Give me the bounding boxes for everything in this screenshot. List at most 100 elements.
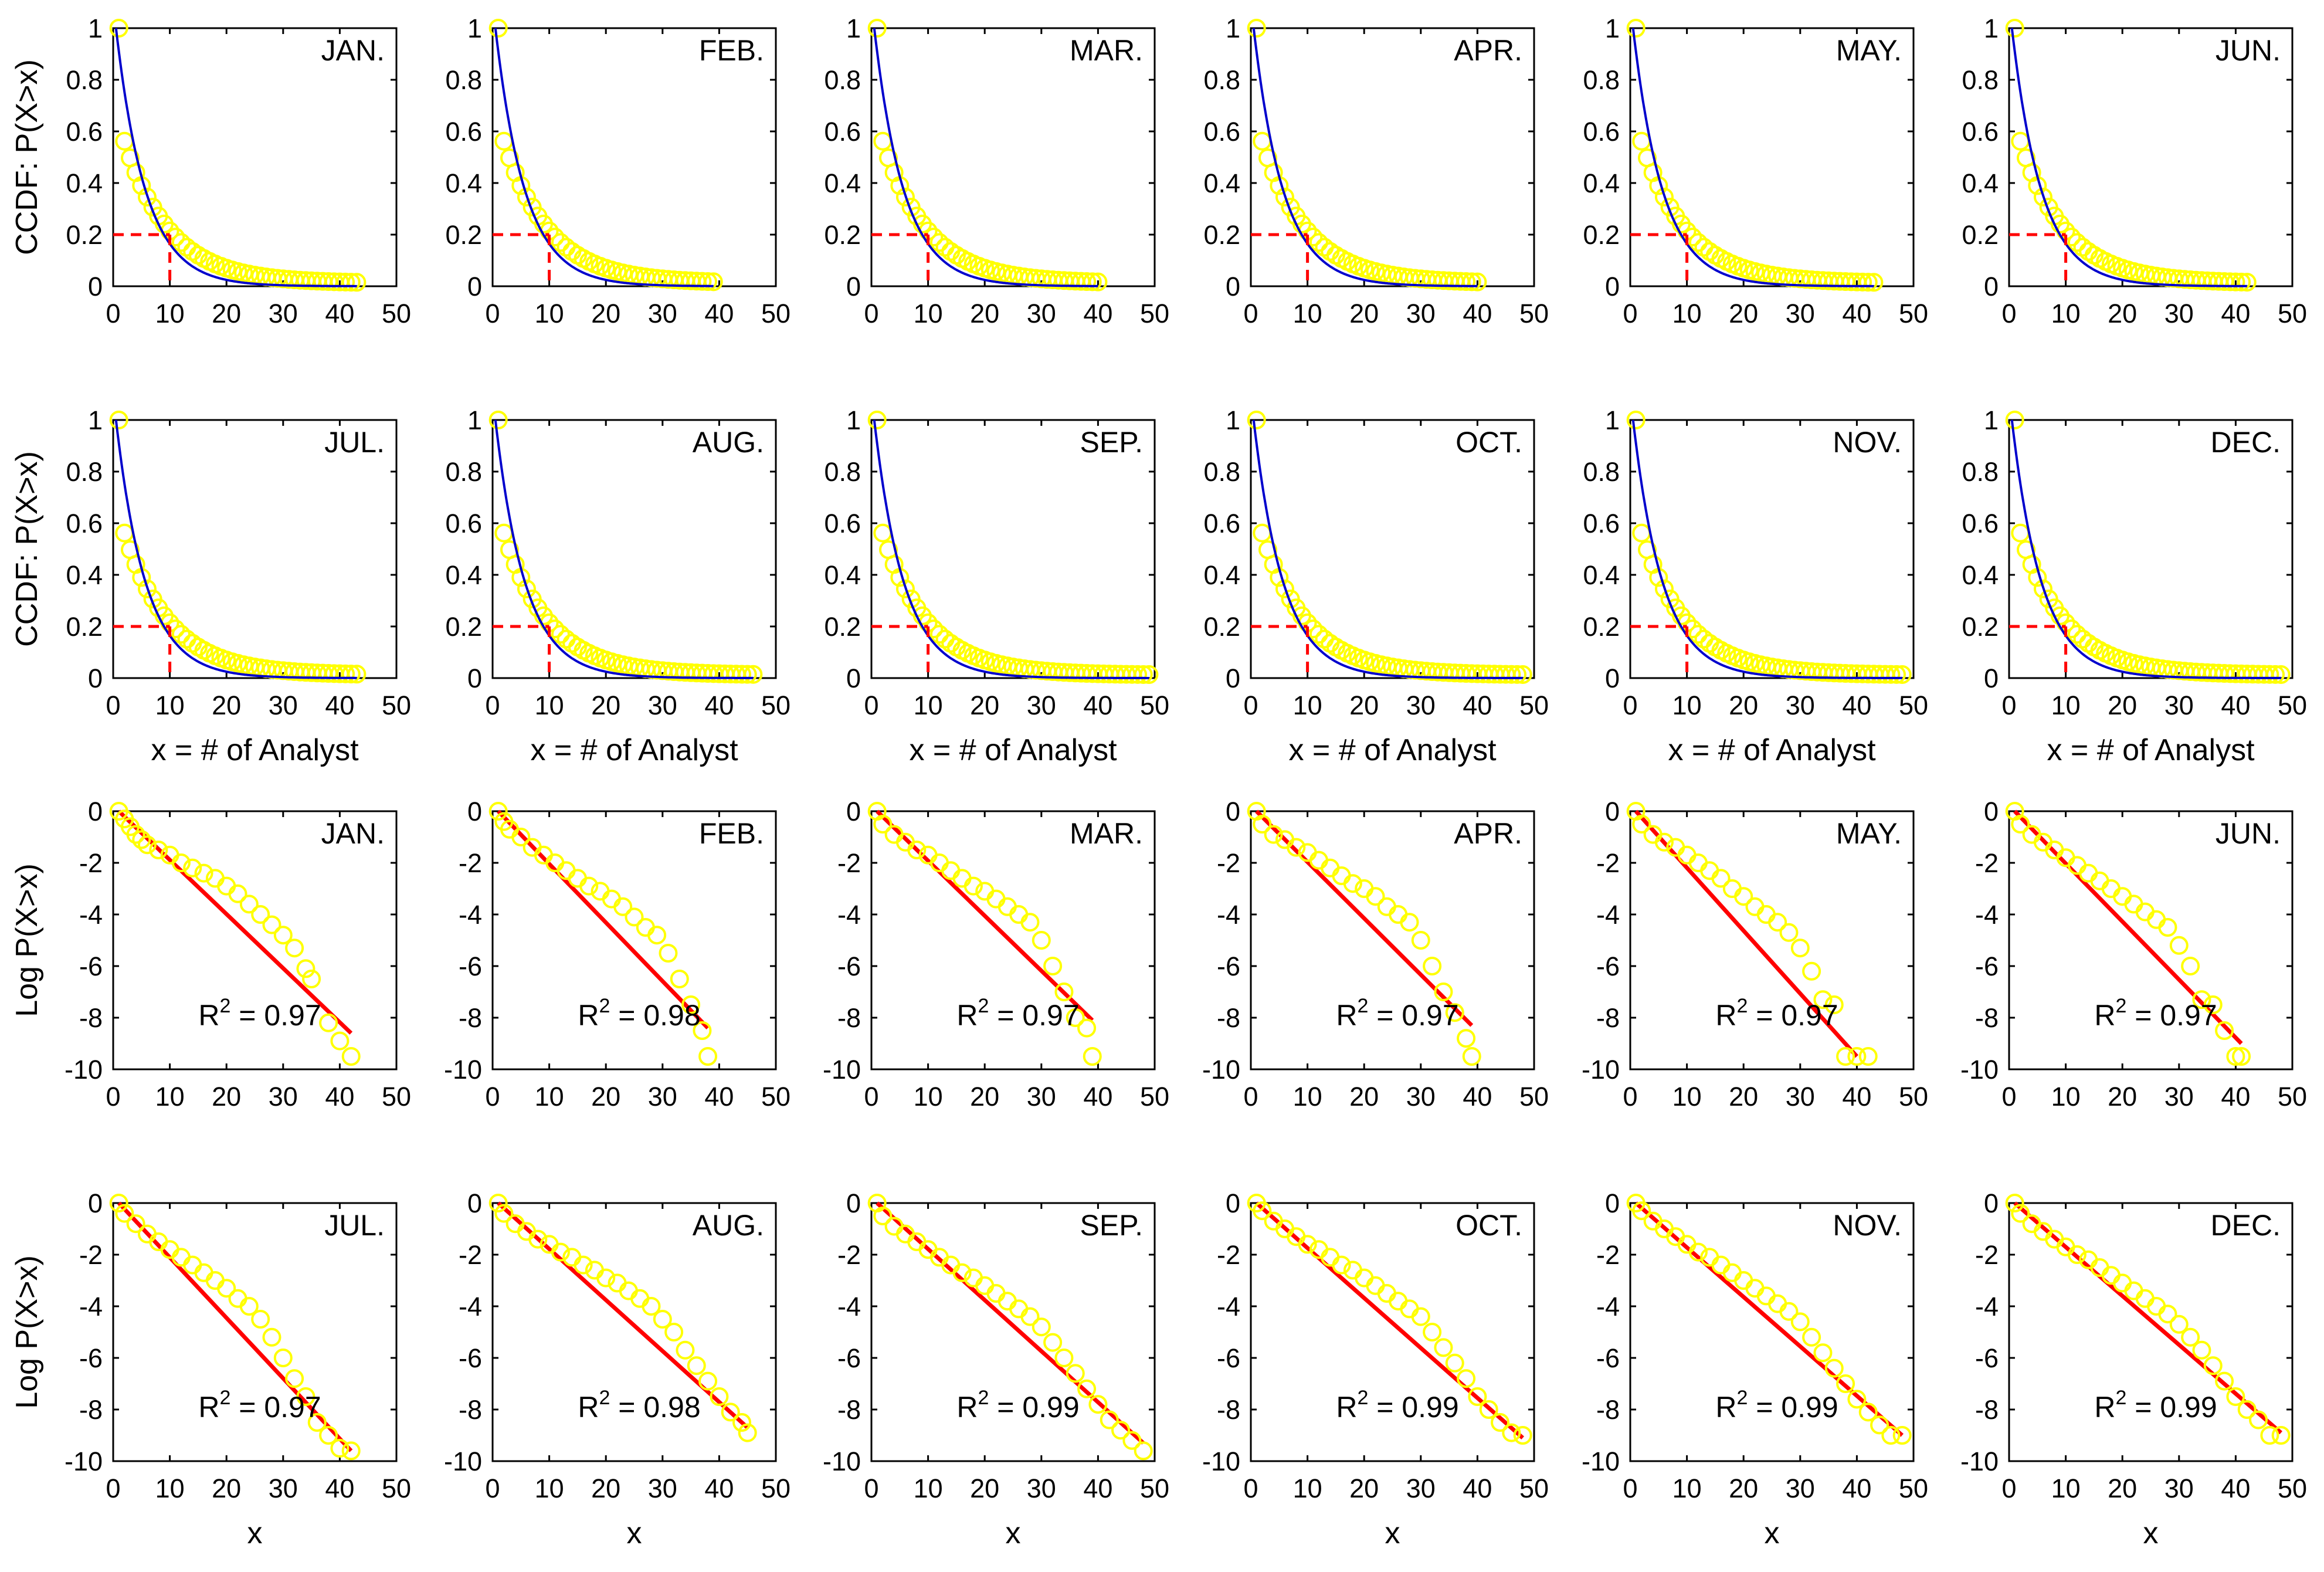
observed-point	[1411, 931, 1430, 950]
observed-point	[1434, 982, 1453, 1001]
fit-curve	[114, 419, 357, 679]
y-tick-label: -6	[79, 951, 103, 981]
y-tick-label: 0.2	[445, 612, 482, 642]
axes-box	[1629, 27, 1915, 287]
observed-point	[1779, 923, 1799, 942]
observed-point	[1247, 19, 1266, 38]
observed-point	[1508, 665, 1527, 684]
observed-point	[1722, 879, 1742, 898]
observed-point	[1253, 131, 1272, 151]
r-squared-prefix: R	[198, 999, 219, 1032]
observed-point	[488, 411, 508, 429]
observed-point	[1020, 1307, 1040, 1326]
observed-point	[285, 1369, 304, 1388]
observed-point	[596, 1268, 616, 1288]
observed-point	[273, 1349, 293, 1367]
r-squared-superscript: 2	[1357, 995, 1368, 1017]
observed-point	[1043, 1333, 1063, 1352]
observed-point	[642, 1297, 661, 1316]
observed-point	[744, 665, 763, 684]
y-tick-label: -6	[1596, 1343, 1620, 1373]
y-tick-label: 0	[1984, 797, 1999, 826]
y-tick-label: 0	[846, 663, 861, 693]
observed-point	[2147, 910, 2166, 929]
observed-point	[1790, 939, 1810, 958]
observed-point	[302, 970, 321, 988]
r-squared-value: 0.97	[2160, 999, 2217, 1032]
panel-log-sep: 0 10 20 30 40 50 -10 -8 -6 -4 -2 0 SEP. x R2 = 0.99	[823, 1188, 1169, 1550]
x-tick-label: 0	[485, 690, 500, 720]
panel-log-jul: 0 10 20 30 40 50 -10 -8 -6 -4 -2 0 JUL. Log P(X>x) x R2…	[10, 1188, 411, 1550]
observed-point	[149, 841, 168, 859]
observed-point	[1066, 1008, 1085, 1027]
observed-point	[986, 1284, 1006, 1303]
y-tick-label: 1	[846, 13, 861, 43]
x-tick-label: 40	[325, 1473, 354, 1503]
r-squared-label: R2 = 0.98	[578, 1387, 700, 1424]
panel-ccdf-may: 0 10 20 30 40 50 0 0.2 0.4 0.6 0.8 1 MAY.	[1583, 13, 1928, 328]
axes-box	[870, 419, 1156, 679]
observed-point	[873, 1207, 893, 1225]
observed-point	[2260, 665, 2279, 684]
x-axis-label: x	[627, 1516, 642, 1550]
y-tick-label: 0	[1605, 272, 1620, 301]
observed-point	[1632, 1201, 1651, 1221]
observed-point	[251, 905, 270, 924]
observed-point	[2192, 1340, 2211, 1360]
observed-point	[1139, 665, 1159, 685]
observed-point	[975, 1276, 995, 1295]
x-tick-label: 20	[212, 690, 241, 720]
x-tick-label: 10	[2051, 299, 2081, 328]
observed-point	[1020, 913, 1040, 932]
observed-point	[2011, 1204, 2030, 1223]
y-tick-label: 0	[467, 663, 482, 693]
observed-point	[217, 876, 236, 896]
observed-point	[109, 1194, 128, 1212]
observed-point	[1722, 1263, 1742, 1282]
observed-point	[698, 1371, 718, 1391]
y-tick-label: -4	[1217, 1292, 1240, 1322]
observed-point	[1688, 233, 1708, 252]
observed-point	[670, 970, 689, 988]
observed-point	[1745, 1279, 1765, 1298]
observed-point	[1513, 1426, 1532, 1445]
observed-point	[251, 1310, 270, 1329]
y-tick-label: 0	[1984, 272, 1999, 301]
panel-ccdf-nov: 0 10 20 30 40 50 0 0.2 0.4 0.6 0.8 1 NOV. x = # of An…	[1583, 405, 1928, 767]
x-tick-label: 0	[106, 299, 120, 328]
observed-point	[1683, 228, 1702, 247]
observed-point	[698, 1047, 718, 1066]
observed-point	[1253, 523, 1272, 543]
panel-ccdf-aug: 0 10 20 30 40 50 0 0.2 0.4 0.6 0.8 1 AUG. x = # of An…	[445, 405, 791, 767]
panel-title: SEP.	[1080, 1209, 1144, 1242]
observed-point	[1847, 1047, 1867, 1066]
observed-point	[568, 869, 587, 888]
r-squared-value: 0.99	[1781, 1391, 1838, 1424]
axes-box	[2008, 27, 2294, 287]
x-tick-label: 30	[1786, 690, 1815, 720]
y-tick-label: 0.4	[1583, 168, 1620, 198]
observed-point	[653, 1310, 672, 1329]
r-squared-superscript: 2	[1736, 995, 1748, 1017]
x-tick-label: 10	[535, 1473, 564, 1503]
observed-point	[1502, 665, 1521, 684]
x-tick-label: 50	[382, 299, 411, 328]
x-tick-label: 50	[2278, 1473, 2307, 1503]
observed-point	[1264, 825, 1283, 844]
fit-curve	[1252, 419, 1523, 679]
x-tick-label: 30	[1406, 299, 1436, 328]
y-tick-label: -10	[444, 1055, 482, 1085]
panel-ccdf-jul: 0 10 20 30 40 50 0 0.2 0.4 0.6 0.8 1 JUL. CCDF: P(X>x…	[10, 405, 411, 767]
r-squared-prefix: R	[956, 999, 978, 1032]
y-tick-label: -2	[1217, 1240, 1240, 1270]
regression-line	[497, 809, 710, 1030]
r-squared-equals: =	[610, 1391, 643, 1424]
y-tick-label: -2	[1596, 1240, 1620, 1270]
r-squared-equals: =	[610, 999, 643, 1032]
observed-point	[1077, 1018, 1097, 1038]
observed-point	[137, 579, 157, 598]
observed-point	[545, 619, 565, 639]
x-tick-label: 30	[648, 690, 677, 720]
x-tick-label: 10	[535, 1082, 564, 1112]
